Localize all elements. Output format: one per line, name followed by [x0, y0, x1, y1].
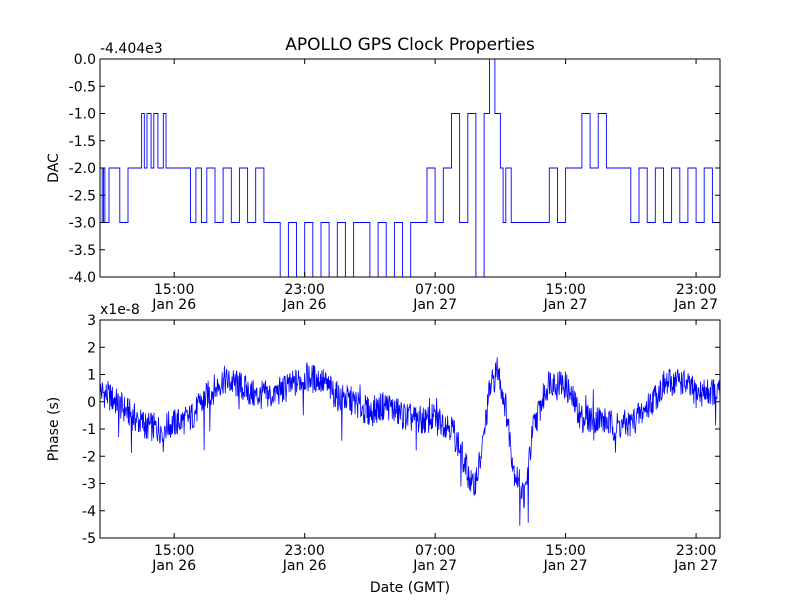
dac-panel: 0.0 -0.5 -1.0 -1.5 -2.0 -2.5 -3.0 -3.5 -4.0 15:00…: [46, 41, 721, 313]
dac-xtick-time: 23:00: [284, 282, 324, 298]
phase-ytick-label: -3: [82, 477, 96, 493]
dac-xtick-date: Jan 27: [673, 297, 718, 313]
dac-ytick-label: -2.0: [69, 161, 96, 177]
phase-ytick-label: -2: [82, 449, 96, 465]
phase-ytick-label: -5: [82, 531, 96, 547]
dac-ytick-label: -1.5: [69, 134, 96, 150]
dac-xtick-time: 15:00: [154, 282, 194, 298]
dac-y-axis-label: DAC: [46, 153, 62, 183]
dac-ytick-label: -1.0: [69, 107, 96, 123]
dac-ytick-label: -0.5: [69, 79, 96, 95]
chart-title: APOLLO GPS Clock Properties: [285, 35, 535, 55]
phase-xtick-date: Jan 26: [282, 558, 327, 574]
dac-ytick-label: -2.5: [69, 188, 96, 204]
dac-xtick-time: 07:00: [415, 282, 455, 298]
phase-xtick-time: 07:00: [415, 543, 455, 559]
dac-xtick-date: Jan 26: [282, 297, 327, 313]
dac-ytick-label: 0.0: [74, 52, 96, 68]
dac-xtick-date: Jan 27: [412, 297, 457, 313]
phase-xtick-time: 15:00: [545, 543, 585, 559]
phase-xtick-date: Jan 27: [543, 558, 588, 574]
phase-xtick-time: 23:00: [676, 543, 716, 559]
phase-xtick-date: Jan 27: [412, 558, 457, 574]
dac-xtick-time: 15:00: [545, 282, 585, 298]
dac-ytick-label: -4.0: [69, 270, 96, 286]
dac-ytick-label: -3.5: [69, 243, 96, 259]
phase-ytick-label: -1: [82, 422, 96, 438]
dac-xtick-date: Jan 27: [543, 297, 588, 313]
phase-x-axis-label: Date (GMT): [370, 580, 450, 596]
phase-xtick-time: 15:00: [154, 543, 194, 559]
phase-ytick-label: 1: [87, 368, 96, 384]
dac-ytick-label: -3.0: [69, 216, 96, 232]
phase-xtick-date: Jan 26: [151, 558, 196, 574]
phase-ytick-label: -4: [82, 504, 96, 520]
phase-xtick-time: 23:00: [284, 543, 324, 559]
phase-series-line: [99, 357, 721, 526]
phase-y-axis-label: Phase (s): [46, 397, 62, 461]
dac-xtick-date: Jan 26: [151, 297, 196, 313]
phase-offset-label: x1e-8: [100, 302, 140, 318]
dac-series-line: [100, 58, 721, 278]
phase-ytick-label: 2: [87, 340, 96, 356]
phase-ytick-label: 3: [87, 313, 96, 329]
phase-ytick-label: 0: [87, 395, 96, 411]
dac-xtick-time: 23:00: [676, 282, 716, 298]
phase-xtick-date: Jan 27: [673, 558, 718, 574]
dac-offset-label: -4.404e3: [100, 41, 163, 57]
